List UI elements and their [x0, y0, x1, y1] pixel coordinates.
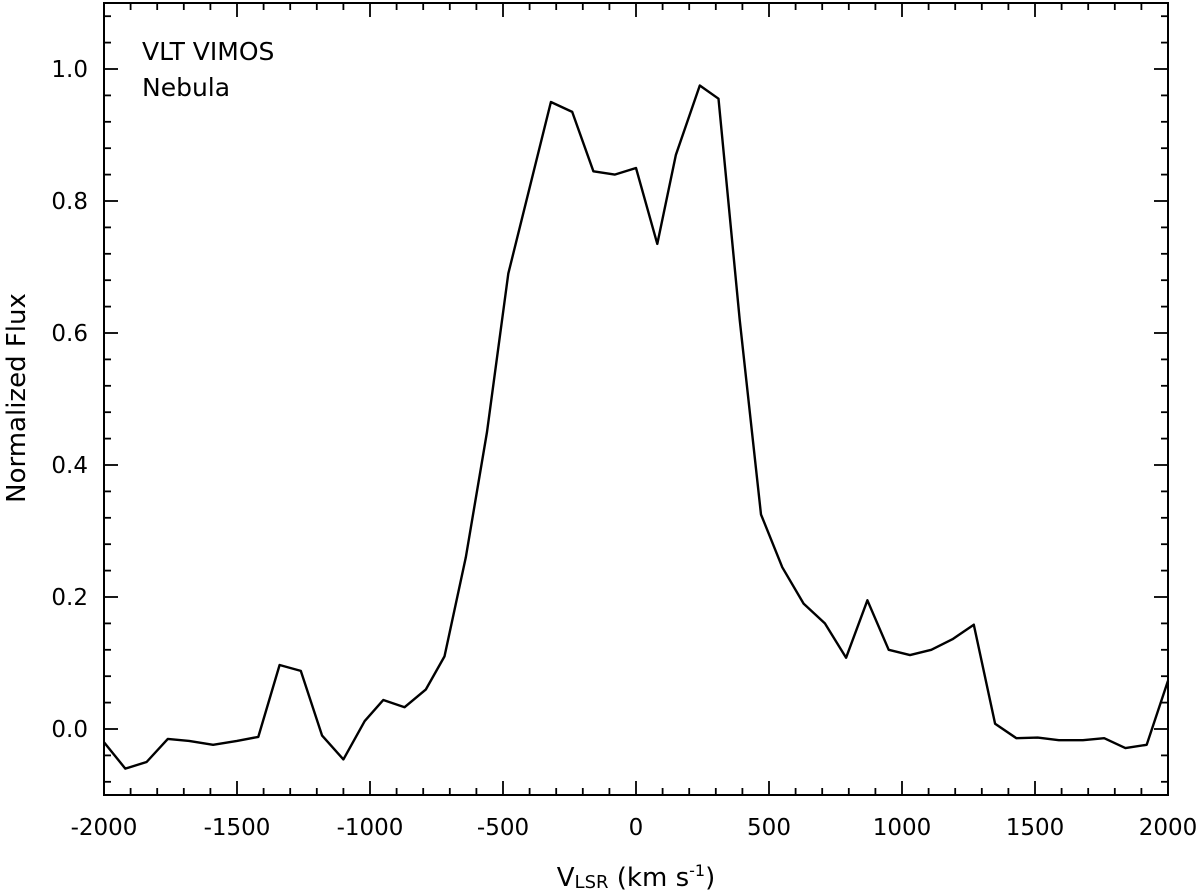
x-tick-label: -1000	[337, 815, 404, 841]
x-axis-label: VLSR (km s-1)	[557, 861, 715, 893]
major-ticks	[103, 3, 1169, 795]
x-tick-label: 1000	[873, 815, 932, 841]
y-tick-label: 0.0	[51, 717, 88, 743]
annotation-instrument: VLT VIMOS	[142, 37, 274, 66]
x-axis-label-close: )	[705, 863, 715, 893]
annotation-target: Nebula	[142, 73, 230, 102]
x-tick-label: 1500	[1006, 815, 1065, 841]
x-axis-label-units: (km s	[609, 863, 690, 893]
x-tick-labels: -2000 -1500 -1000 -500 0 500 1000 1500 2000	[71, 815, 1198, 841]
y-tick-label: 0.2	[51, 585, 88, 611]
x-axis-label-superscript: -1	[689, 861, 705, 880]
y-tick-label: 0.6	[51, 321, 88, 347]
y-tick-label: 0.4	[51, 453, 88, 479]
x-tick-label: 0	[629, 815, 644, 841]
x-tick-label: -500	[477, 815, 529, 841]
y-tick-label: 1.0	[51, 57, 88, 83]
plot-frame	[103, 2, 1169, 796]
y-axis-label: Normalized Flux	[2, 293, 32, 503]
y-tick-labels: 0.0 0.2 0.4 0.6 0.8 1.0	[51, 57, 88, 743]
x-tick-label: 2000	[1139, 815, 1198, 841]
y-tick-label: 0.8	[51, 189, 88, 215]
x-tick-label: 500	[747, 815, 791, 841]
x-tick-label: -1500	[204, 815, 271, 841]
x-tick-label: -2000	[71, 815, 138, 841]
minor-ticks	[104, 3, 1168, 795]
x-axis-label-subscript: LSR	[575, 872, 609, 893]
flux-series-line	[103, 84, 1170, 770]
x-axis-label-main: V	[557, 863, 575, 893]
